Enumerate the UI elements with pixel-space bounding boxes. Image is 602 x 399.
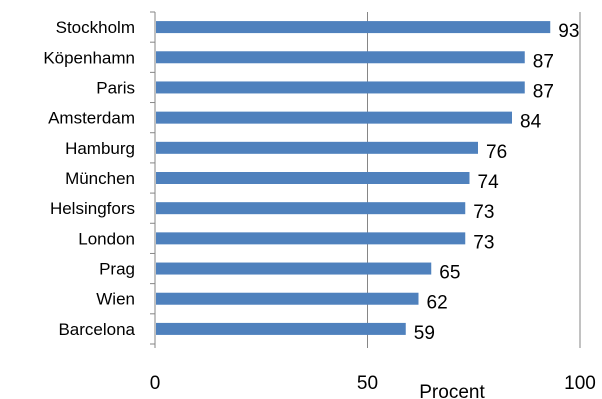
data-label: 62 bbox=[427, 293, 448, 314]
bar bbox=[156, 21, 551, 34]
bar bbox=[156, 172, 470, 184]
data-label: 74 bbox=[478, 172, 500, 193]
data-label: 87 bbox=[533, 81, 554, 102]
bar bbox=[156, 322, 406, 335]
x-tick-label: 100 bbox=[564, 373, 596, 394]
category-label: München bbox=[65, 169, 135, 188]
data-label: 87 bbox=[533, 51, 554, 72]
category-label: Köpenhamn bbox=[43, 48, 135, 67]
category-label: Barcelona bbox=[58, 320, 135, 339]
x-tick-labels: 0 50 100 bbox=[150, 373, 596, 394]
category-label: Amsterdam bbox=[48, 109, 135, 128]
bar bbox=[156, 81, 525, 94]
x-tick-label: 0 bbox=[150, 373, 161, 394]
axes bbox=[150, 11, 156, 348]
x-axis-title: Procent bbox=[419, 382, 485, 399]
bar bbox=[156, 232, 466, 245]
data-label: 93 bbox=[558, 21, 579, 42]
x-tick-label: 50 bbox=[357, 373, 378, 394]
category-label: Stockholm bbox=[56, 18, 135, 37]
data-label: 73 bbox=[473, 232, 494, 253]
bar bbox=[156, 202, 466, 215]
bar bbox=[156, 51, 525, 64]
category-label: Prag bbox=[99, 260, 135, 279]
category-label: Helsingfors bbox=[50, 199, 135, 218]
bar bbox=[156, 111, 512, 124]
data-label: 65 bbox=[439, 263, 460, 284]
data-label: 73 bbox=[473, 202, 494, 223]
category-label: Wien bbox=[96, 290, 135, 309]
bar bbox=[156, 262, 432, 275]
category-label: Paris bbox=[96, 78, 135, 97]
category-labels: Stockholm Köpenhamn Paris Amsterdam Hamburg M… bbox=[43, 18, 135, 339]
data-label: 84 bbox=[520, 112, 542, 133]
bar bbox=[156, 292, 419, 305]
category-label: Hamburg bbox=[65, 139, 135, 158]
data-label: 76 bbox=[486, 142, 507, 163]
bar bbox=[156, 141, 478, 154]
data-label: 59 bbox=[414, 323, 435, 344]
category-label: London bbox=[78, 229, 135, 248]
bars bbox=[156, 21, 551, 335]
